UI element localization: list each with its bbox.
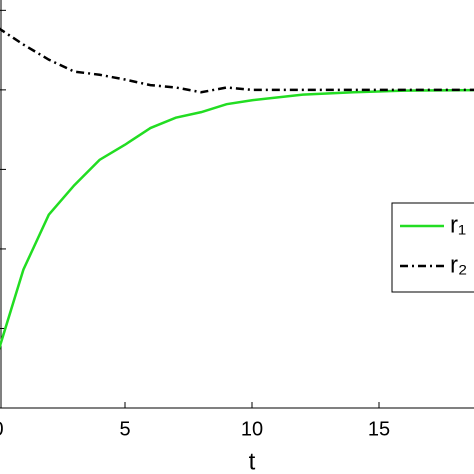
legend: r₁ r₂: [391, 202, 474, 293]
x-tick-label: 10: [241, 418, 263, 440]
line-series: [0, 27, 474, 94]
x-tick-label: 15: [368, 418, 390, 440]
legend-label: r₂: [450, 251, 467, 278]
legend-box: [391, 202, 474, 293]
x-tick-label: 0: [0, 418, 4, 440]
legend-label: r₁: [450, 211, 466, 238]
x-tick-label: 5: [119, 418, 130, 440]
line-series: [0, 88, 474, 351]
x-axis-label: t: [249, 448, 256, 474]
